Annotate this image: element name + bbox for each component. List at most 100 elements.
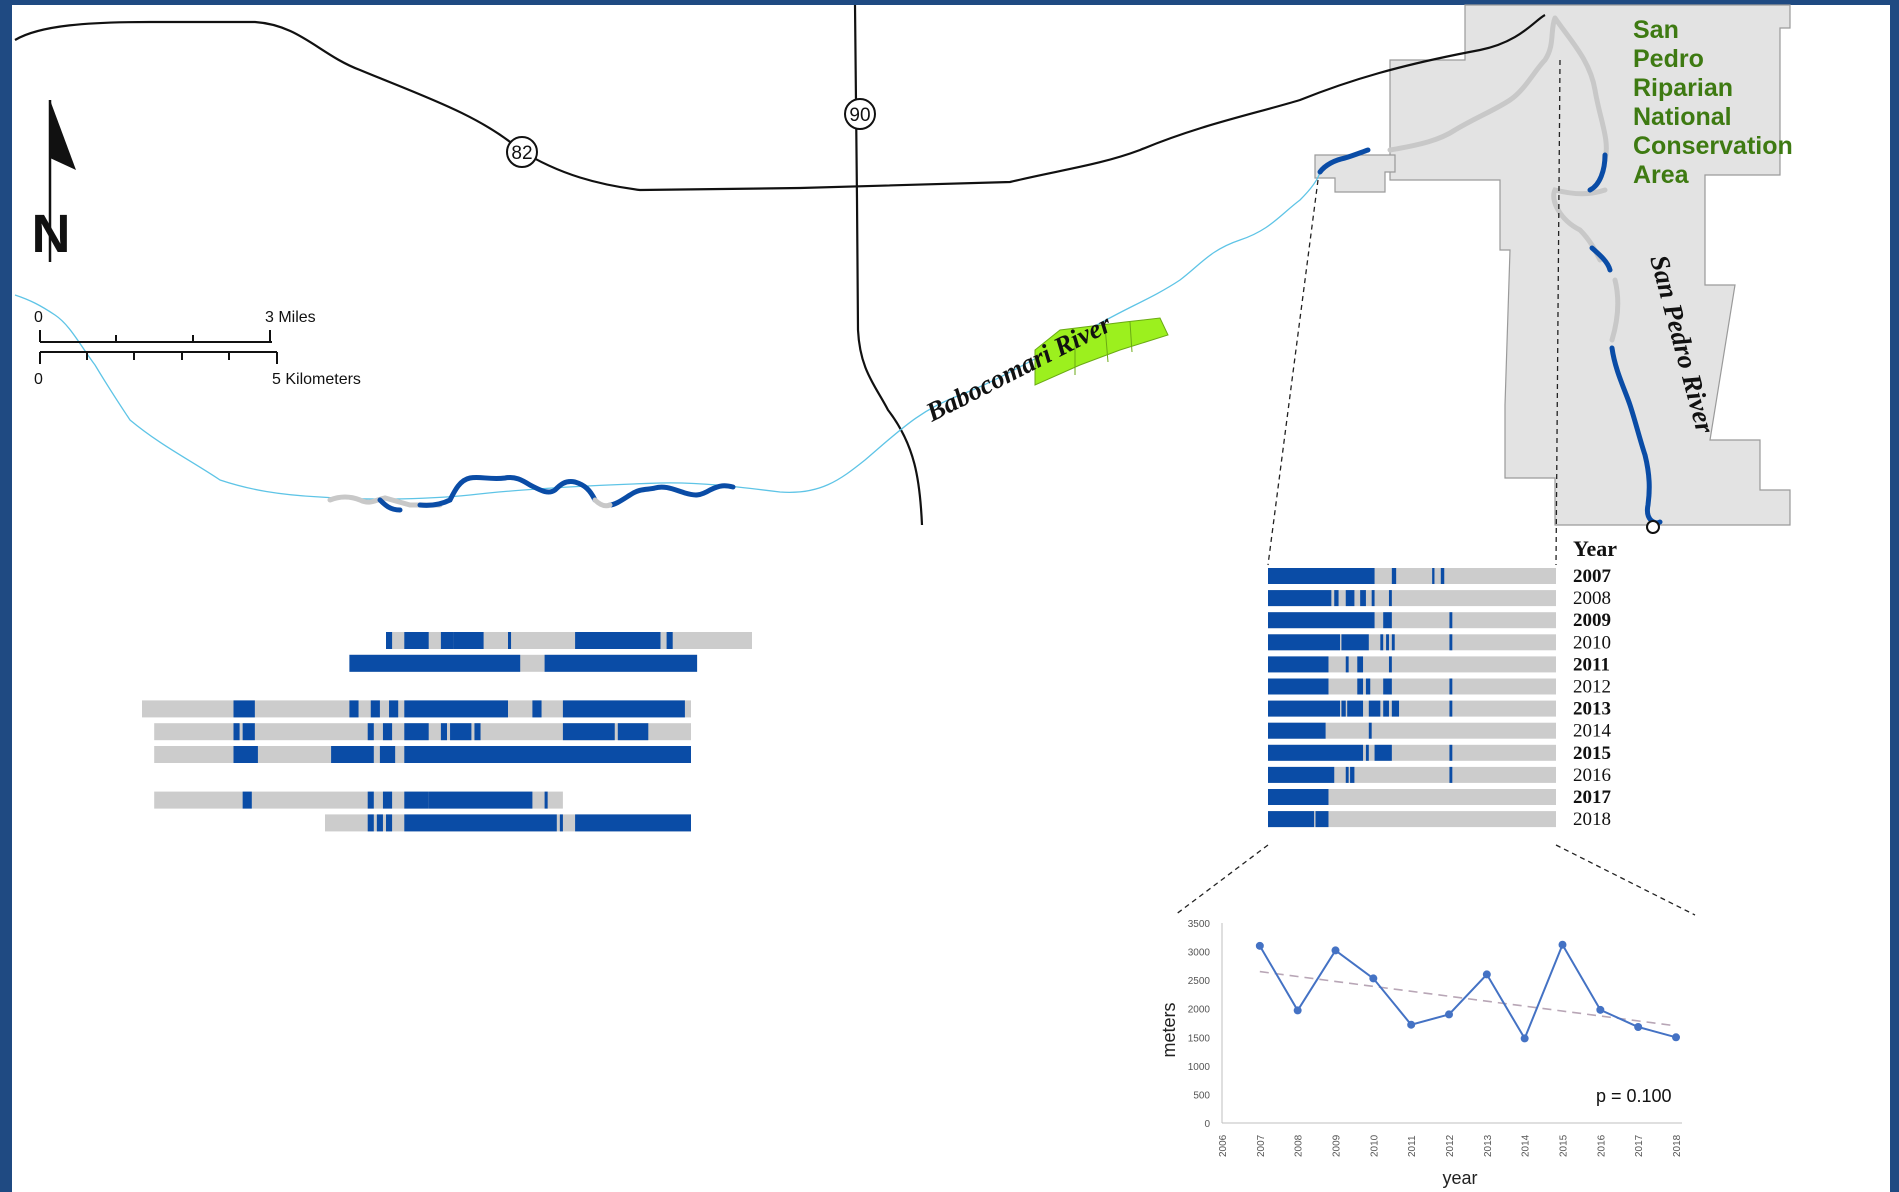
year-bar-dry: [1268, 811, 1556, 828]
year-bar-dry: [1268, 789, 1556, 805]
year-bar-dry: [1268, 766, 1556, 783]
highway-90-road: [853, 4, 924, 526]
year-bar-wet: [1449, 744, 1453, 761]
year-bar-wet: [1380, 634, 1384, 651]
chart-xtick-label: 2012: [1445, 1134, 1456, 1157]
chart-ytick-label: 3000: [1188, 948, 1211, 959]
scale-km-end: 5 Kilometers: [272, 371, 361, 388]
area-label-line-6: Area: [1633, 161, 1690, 189]
year-bar-wet: [1345, 766, 1349, 783]
year-bar-wet: [1383, 612, 1392, 629]
babocomari-bar-wet: [386, 814, 393, 832]
chart-point: [1558, 940, 1567, 949]
babocomari-bar-wet: [404, 814, 557, 832]
area-label-line-3: Riparian: [1633, 74, 1733, 102]
year-bar-wet: [1371, 590, 1375, 607]
year-bar-wet: [1268, 766, 1335, 783]
scale-miles-start: 0: [34, 309, 43, 326]
chart-xtick-label: 2011: [1407, 1135, 1418, 1157]
highway-82-shield: 82: [506, 136, 538, 168]
area-label-line-1: San: [1633, 16, 1679, 44]
year-bar-wet: [1345, 656, 1349, 673]
san-pedro-dry-segments: [1387, 15, 1621, 343]
babocomari-bar-wet: [544, 654, 698, 672]
babocomari-bar-wet: [349, 654, 521, 672]
babocomari-bar-wet: [376, 814, 383, 832]
babocomari-bar-wet: [404, 791, 429, 809]
san-pedro-year-panel: Year 20072008200920102011201220132014201…: [1268, 536, 1617, 830]
year-bar-wet: [1268, 744, 1364, 761]
highlight-parcel-dividers: [1074, 321, 1133, 375]
chart-xtick-label: 2009: [1332, 1134, 1343, 1157]
babocomari-bar-wet: [428, 791, 533, 809]
year-bar-wet: [1440, 568, 1445, 584]
year-label: 2009: [1573, 610, 1611, 631]
year-label: 2013: [1573, 699, 1611, 720]
babocomari-bar-wet: [404, 723, 429, 741]
highlight-parcel: [1034, 317, 1169, 386]
year-bar-wet: [1365, 678, 1371, 695]
babocomari-bar-wet: [666, 632, 673, 649]
babocomari-bar-wet: [242, 723, 255, 741]
chart-trend-line: [1259, 970, 1677, 1027]
chart-ytick-label: 2500: [1188, 976, 1211, 987]
gauge-marker: [1646, 520, 1660, 534]
babocomari-bar-wet: [544, 791, 548, 809]
babocomari-bar-wet: [453, 632, 484, 649]
chart-xtick-label: 2014: [1521, 1134, 1532, 1157]
babocomari-bar-wet: [233, 746, 258, 763]
year-bar-dry: [1268, 722, 1556, 739]
babocomari-wetdry-bars: [142, 632, 752, 832]
babocomari-dry-gap: [592, 497, 613, 509]
highway-90-shield: 90: [844, 98, 876, 130]
year-bar-wet: [1268, 789, 1329, 805]
chart-xtick-label: 2007: [1256, 1134, 1267, 1157]
chart-point: [1520, 1034, 1529, 1043]
year-label: 2012: [1573, 677, 1611, 698]
chart-ytick-label: 1000: [1188, 1062, 1211, 1073]
year-bar-wet: [1347, 700, 1364, 717]
babocomari-bar-wet: [382, 723, 393, 741]
year-bar-wet: [1315, 811, 1329, 828]
year-label: 2008: [1573, 588, 1611, 609]
babocomari-bar-wet: [233, 723, 240, 741]
babocomari-bar-wet: [389, 700, 399, 718]
chart-xtick-label: 2017: [1634, 1134, 1645, 1157]
babocomari-bar-wet: [562, 723, 615, 741]
year-bar-wet: [1449, 700, 1453, 717]
year-label: 2010: [1573, 632, 1611, 653]
highway-82-label: 82: [511, 143, 532, 164]
north-arrow: N: [32, 100, 76, 264]
highway-90-label: 90: [849, 105, 870, 126]
year-bar-wet: [1432, 568, 1435, 584]
chart-series-line: [1258, 942, 1677, 1041]
babocomari-bar-wet: [349, 700, 359, 718]
chart-point: [1407, 1020, 1416, 1029]
year-label: 2007: [1573, 566, 1612, 587]
conservation-area-inset: [1314, 154, 1396, 193]
year-bar-wet: [1268, 568, 1375, 584]
chart-point: [1331, 946, 1340, 955]
chart-ytick-label: 0: [1204, 1119, 1210, 1130]
chart-ytick-label: 1500: [1188, 1033, 1211, 1044]
year-bar-wet: [1268, 656, 1329, 673]
chart-xtick-label: 2006: [1218, 1134, 1229, 1157]
year-bar-wet: [1268, 811, 1315, 828]
babocomari-bar-wet: [367, 723, 374, 741]
babocomari-wet-end: [1317, 147, 1371, 175]
year-label: 2011: [1573, 654, 1610, 675]
year-bar-dry: [1268, 656, 1556, 673]
chart-point: [1293, 1006, 1302, 1015]
chart-ytick-label: 500: [1193, 1090, 1210, 1101]
year-bar-wet: [1391, 568, 1397, 584]
year-bar-wet: [1341, 634, 1369, 651]
year-bar-wet: [1350, 766, 1355, 783]
chart-point: [1369, 974, 1378, 983]
year-bar-wet: [1341, 700, 1346, 717]
chart-xlabel: year: [1442, 1168, 1477, 1188]
year-bar-wet: [1268, 612, 1375, 629]
year-bar-wet: [1365, 744, 1369, 761]
babocomari-bar-wet: [404, 632, 429, 649]
chart-ytick-label: 3500: [1188, 919, 1211, 930]
